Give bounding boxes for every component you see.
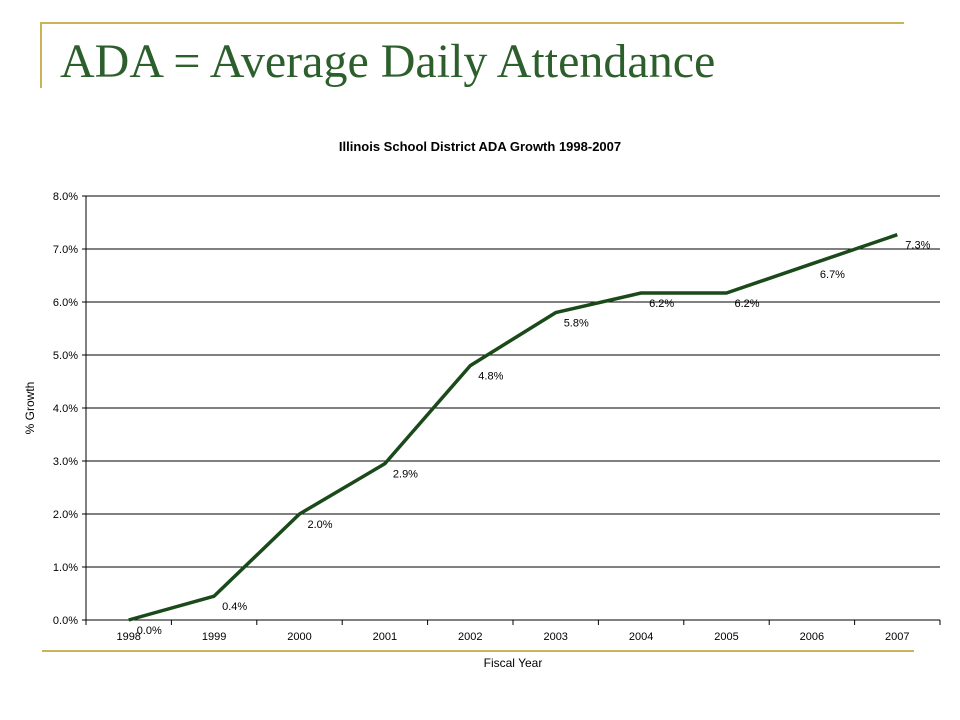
y-tick-label: 1.0%: [53, 562, 78, 574]
data-label: 0.0%: [137, 625, 162, 637]
data-label: 4.8%: [478, 371, 503, 383]
data-label: 0.4%: [222, 601, 247, 613]
data-label: 2.0%: [308, 519, 333, 531]
y-axis-ticks: 0.0% 1.0% 2.0% 3.0% 4.0% 5.0% 6.0% 7.0% 8.0%: [53, 191, 86, 627]
y-tick-label: 6.0%: [53, 297, 78, 309]
x-tick-label: 2003: [543, 631, 567, 643]
y-tick-label: 3.0%: [53, 456, 78, 468]
chart-title: Illinois School District ADA Growth 1998…: [339, 139, 621, 154]
bottom-accent-line: [42, 650, 914, 652]
x-axis-ticks: 1998 1999 2000 2001 2002 2003 2004 2005 2006 2007: [85, 620, 941, 643]
y-axis-title: % Growth: [23, 382, 37, 435]
data-label: 6.2%: [649, 298, 674, 310]
x-tick-label: 2000: [287, 631, 311, 643]
left-accent-line: [40, 22, 42, 88]
data-label: 5.8%: [564, 318, 589, 330]
top-accent-line: [40, 22, 904, 24]
slide-title: ADA = Average Daily Attendance: [60, 35, 716, 88]
x-axis-title: Fiscal Year: [484, 656, 543, 670]
data-labels: 0.0% 0.4% 2.0% 2.9% 4.8% 5.8% 6.2% 6.2% 6.7% 7.3%: [137, 240, 931, 637]
y-tick-label: 7.0%: [53, 244, 78, 256]
data-label: 7.3%: [905, 240, 930, 252]
y-tick-label: 2.0%: [53, 509, 78, 521]
series-line: [128, 233, 898, 622]
y-tick-label: 4.0%: [53, 403, 78, 415]
x-tick-label: 2007: [885, 631, 909, 643]
x-tick-label: 2004: [629, 631, 653, 643]
data-label: 6.7%: [820, 269, 845, 281]
x-tick-label: 2001: [373, 631, 397, 643]
y-tick-label: 0.0%: [53, 615, 78, 627]
data-label: 2.9%: [393, 469, 418, 481]
x-tick-label: 1999: [202, 631, 226, 643]
y-tick-label: 8.0%: [53, 191, 78, 203]
data-label: 6.2%: [735, 298, 760, 310]
x-tick-label: 2002: [458, 631, 482, 643]
y-tick-label: 5.0%: [53, 350, 78, 362]
x-tick-label: 1998: [116, 631, 140, 643]
gridlines: [86, 195, 940, 568]
x-tick-label: 2006: [800, 631, 824, 643]
x-tick-label: 2005: [714, 631, 738, 643]
